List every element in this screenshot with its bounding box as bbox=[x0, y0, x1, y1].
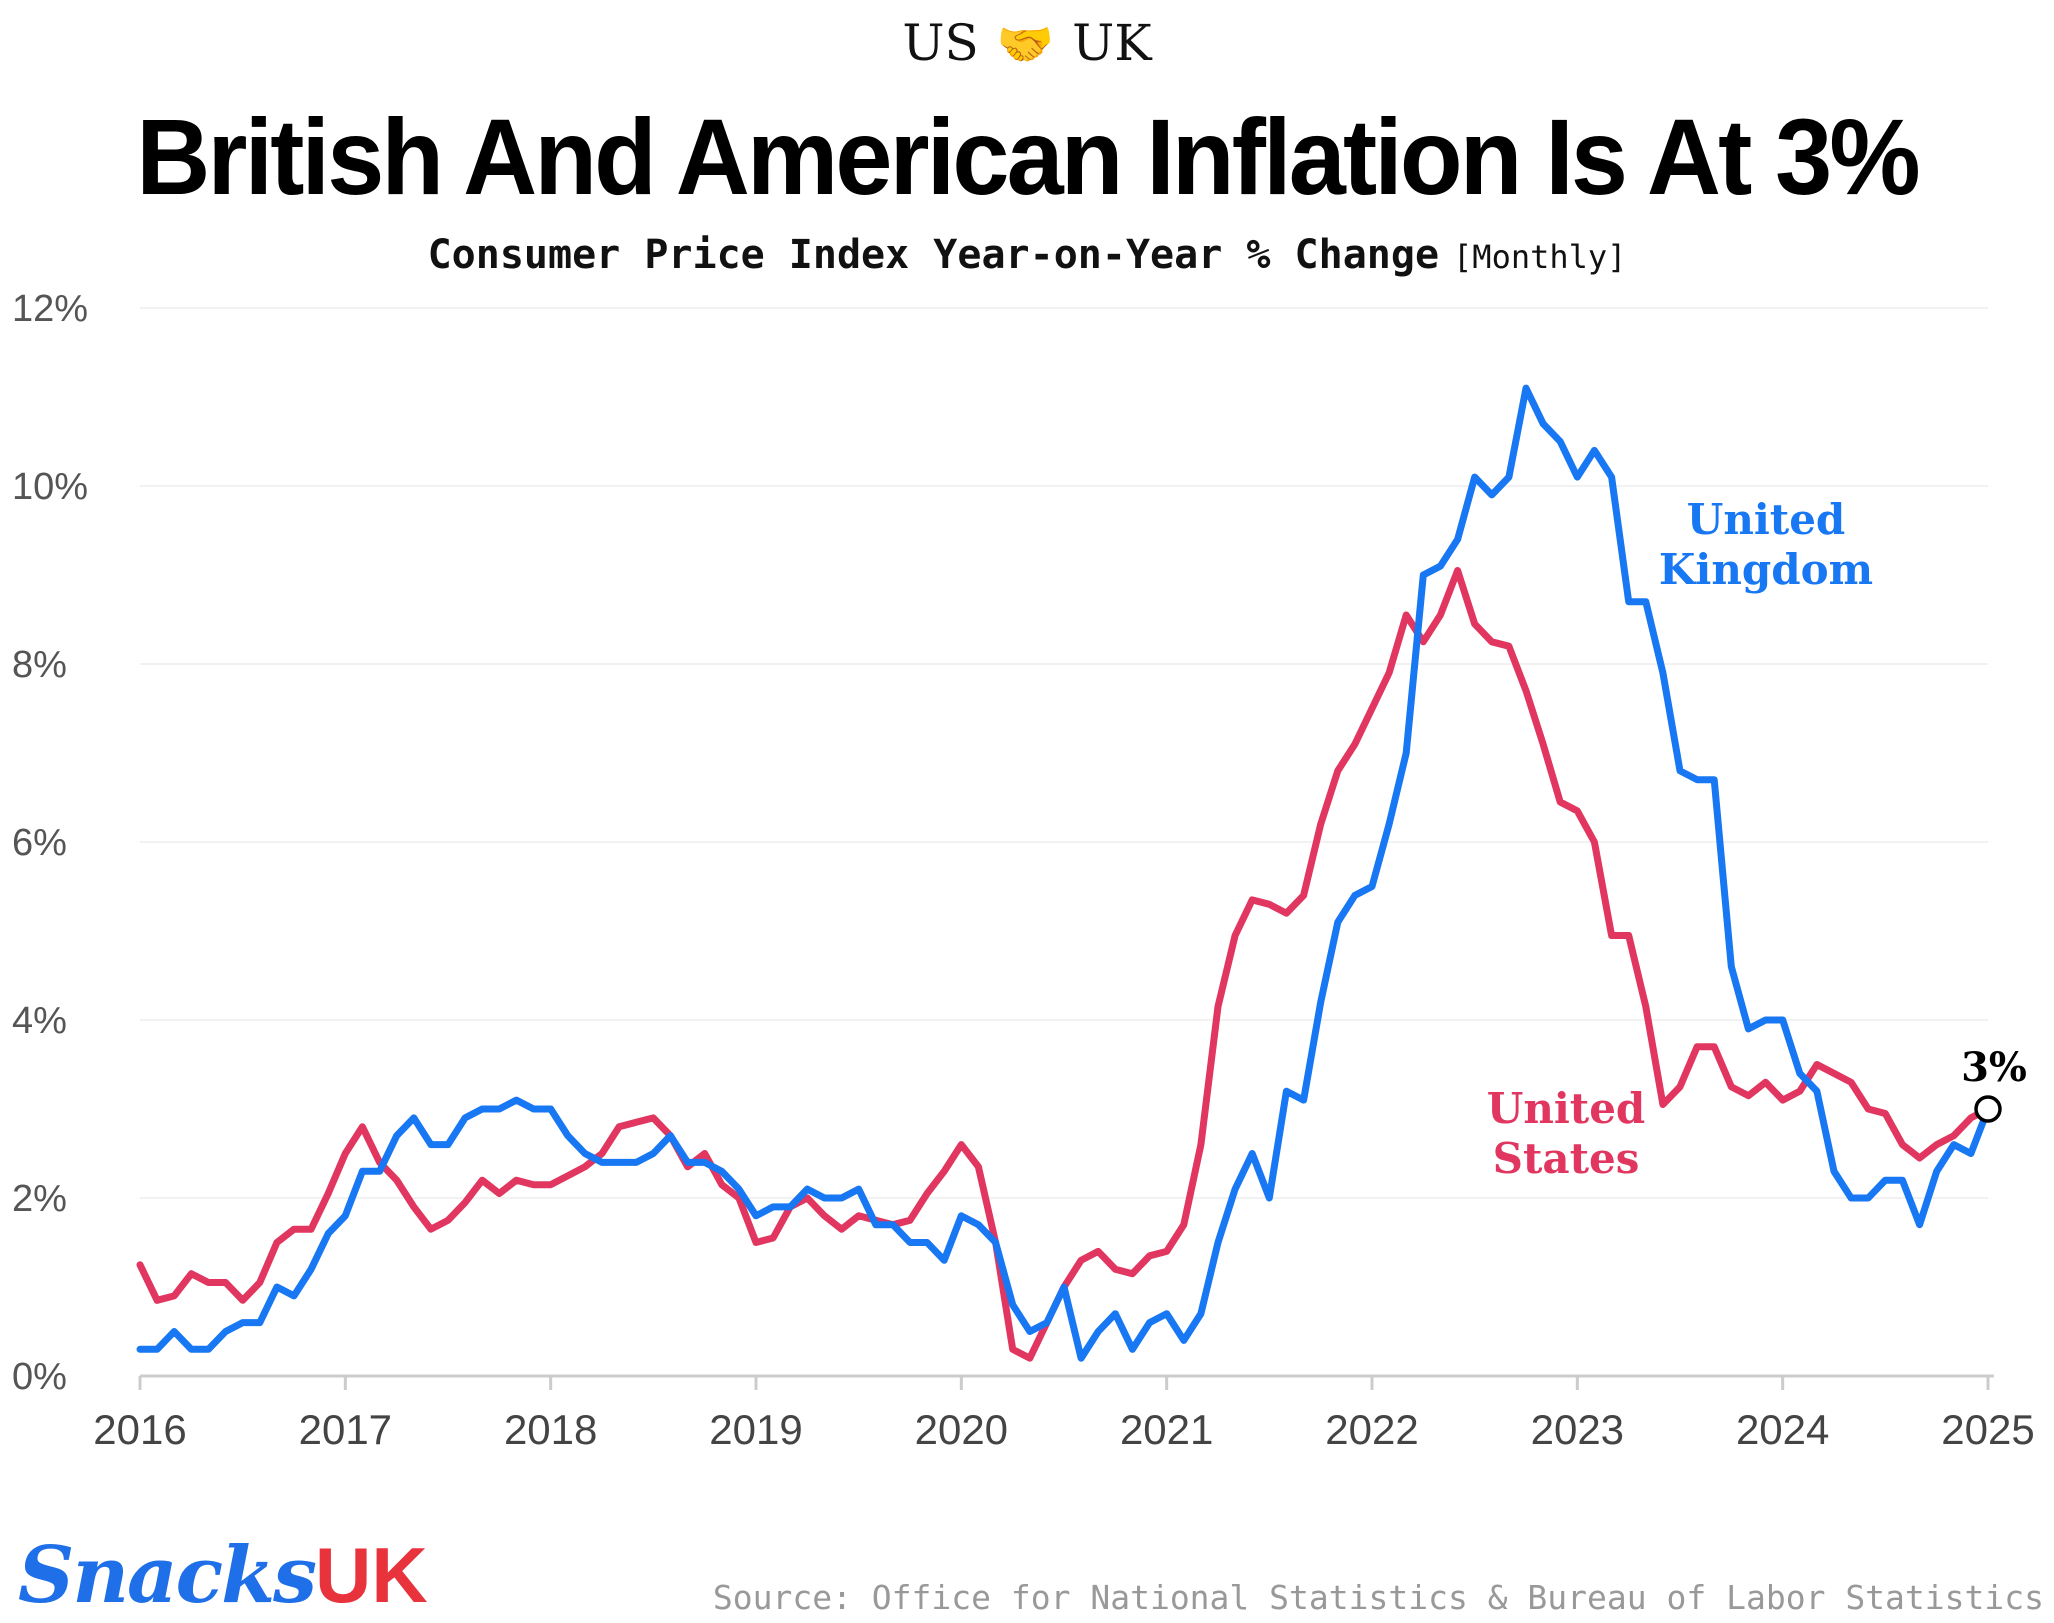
series-label-united-states: United States bbox=[1487, 1084, 1646, 1183]
y-tick-label: 6% bbox=[12, 822, 67, 864]
x-tick-label: 2024 bbox=[1736, 1406, 1829, 1453]
y-tick-label: 12% bbox=[12, 288, 88, 330]
series-label-united-kingdom: United Kingdom bbox=[1659, 495, 1873, 594]
x-tick-label: 2020 bbox=[915, 1406, 1008, 1453]
y-tick-label: 0% bbox=[12, 1356, 67, 1398]
kicker-us: US bbox=[902, 14, 979, 72]
series-line-united-states bbox=[136, 567, 1992, 1362]
y-tick-label: 8% bbox=[12, 644, 67, 686]
x-tick-label: 2021 bbox=[1120, 1406, 1213, 1453]
y-tick-label: 4% bbox=[12, 1000, 67, 1042]
x-tick-label: 2025 bbox=[1941, 1406, 2034, 1453]
handshake-icon: 🤝 bbox=[996, 17, 1055, 71]
y-tick-label: 2% bbox=[12, 1178, 67, 1220]
end-point-marker bbox=[1974, 1095, 2002, 1123]
logo-text: Snacks bbox=[18, 1530, 317, 1621]
series-layer bbox=[136, 384, 1992, 1362]
subtitle-main: Consumer Price Index Year-on-Year % Chan… bbox=[427, 232, 1440, 278]
x-tick-label: 2018 bbox=[504, 1406, 597, 1453]
x-tick-label: 2022 bbox=[1325, 1406, 1418, 1453]
label-layer: United Kingdom United States 3% bbox=[1487, 495, 2027, 1183]
kicker-uk: UK bbox=[1072, 14, 1152, 72]
kicker: US 🤝 UK bbox=[0, 14, 2054, 72]
subtitle-frequency: [Monthly] bbox=[1453, 238, 1627, 276]
chart-subtitle: Consumer Price Index Year-on-Year % Chan… bbox=[0, 232, 2054, 278]
grid-layer bbox=[140, 307, 1988, 1199]
x-tick-label: 2017 bbox=[299, 1406, 392, 1453]
snacks-uk-logo: SnacksUK bbox=[18, 1530, 428, 1621]
x-tick-label: 2023 bbox=[1531, 1406, 1624, 1453]
end-annotation: 3% bbox=[1961, 1044, 2027, 1091]
y-tick-label: 10% bbox=[12, 466, 88, 508]
x-tick-label: 2016 bbox=[93, 1406, 186, 1453]
logo-suffix: UK bbox=[315, 1531, 428, 1619]
axis-layer: 0% 2% 4% 6% 8% 10% 12% 2016 2017 2018 2019 2020 2021… bbox=[12, 288, 2035, 1453]
series-line-united-kingdom bbox=[136, 384, 1992, 1362]
chart-title: British And American Inflation Is At 3% bbox=[136, 96, 1920, 217]
x-tick-label: 2019 bbox=[709, 1406, 802, 1453]
source-note: Source: Office for National Statistics &… bbox=[712, 1578, 2044, 1617]
